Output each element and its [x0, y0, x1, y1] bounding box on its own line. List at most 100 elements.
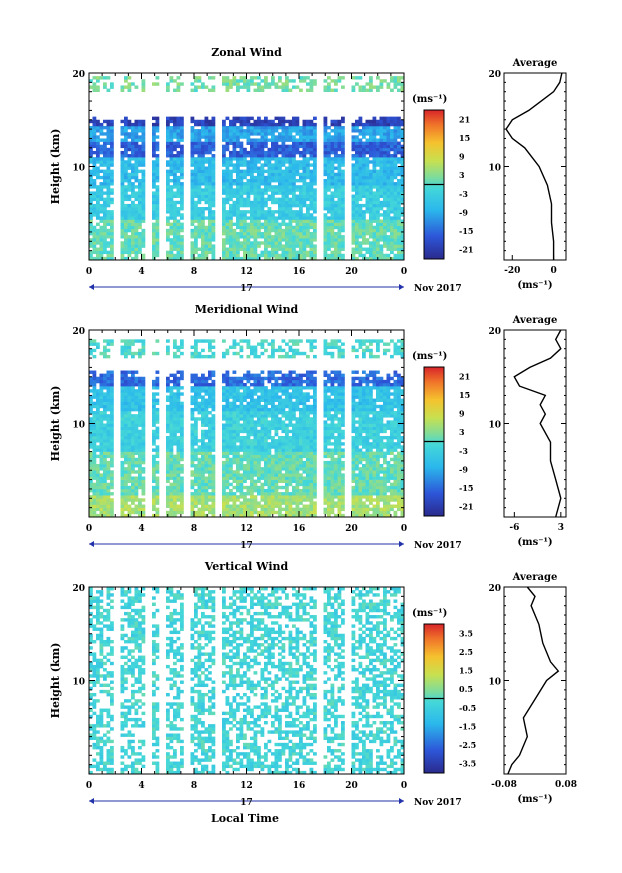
heatmap-cell	[225, 429, 230, 434]
heatmap-cell	[89, 464, 93, 468]
heatmap-cell	[166, 501, 170, 505]
heatmap-cell	[225, 253, 230, 258]
heatmap-cell	[194, 228, 198, 233]
heatmap-cell	[173, 210, 177, 214]
heatmap-cell	[120, 228, 125, 233]
heatmap-cell	[372, 178, 377, 183]
heatmap-cell	[302, 253, 307, 258]
heatmap-cell	[257, 225, 261, 230]
heatmap-cell	[292, 129, 296, 133]
heatmap-cell	[194, 473, 198, 477]
heatmap-cell	[208, 373, 212, 378]
heatmap-cell	[197, 445, 202, 449]
heatmap-cell	[208, 247, 212, 251]
heatmap-cell	[201, 451, 205, 455]
heatmap-cell	[201, 454, 205, 459]
heatmap-cell	[309, 200, 314, 205]
heatmap-cell	[194, 451, 198, 455]
heatmap-cell	[267, 188, 272, 192]
heatmap-cell	[197, 498, 202, 502]
heatmap-cell	[358, 213, 363, 217]
heatmap-cell	[176, 222, 181, 227]
heatmap-cell	[299, 238, 303, 242]
heatmap-cell	[190, 398, 195, 402]
heatmap-cell	[306, 88, 310, 92]
heatmap-cell	[120, 191, 125, 195]
heatmap-cell	[96, 150, 100, 155]
heatmap-cell	[397, 244, 401, 248]
heatmap-cell	[92, 420, 97, 424]
heatmap-cell	[225, 116, 230, 121]
heatmap-cell	[110, 147, 114, 152]
heatmap-cell	[264, 191, 268, 195]
heatmap-cell	[169, 194, 174, 198]
heatmap-cell	[225, 175, 230, 180]
heatmap-cell	[201, 213, 205, 217]
heatmap-cell	[211, 166, 216, 170]
heatmap-cell	[166, 464, 170, 468]
heatmap-cell	[229, 376, 233, 381]
heatmap-cell	[99, 476, 104, 480]
heatmap-cell	[386, 210, 391, 214]
heatmap-cell	[355, 210, 359, 214]
heatmap-cell	[253, 191, 258, 195]
heatmap-cell	[260, 88, 265, 92]
heatmap-cell	[246, 132, 251, 136]
heatmap-cell	[131, 398, 135, 402]
heatmap-cell	[89, 417, 93, 421]
heatmap-cell	[169, 460, 174, 465]
heatmap-cell	[225, 454, 230, 459]
heatmap-cell	[288, 250, 293, 255]
heatmap-cell	[334, 166, 338, 170]
heatmap-cell	[208, 376, 212, 381]
heatmap-cell	[274, 82, 279, 86]
heatmap-cell	[229, 216, 233, 220]
heatmap-cell	[176, 213, 181, 217]
heatmap-cell	[103, 442, 107, 446]
heatmap-cell	[211, 222, 216, 227]
heatmap-cell	[138, 200, 142, 205]
heatmap-cell	[127, 401, 132, 406]
heatmap-cell	[166, 470, 170, 474]
heatmap-cell	[397, 222, 401, 227]
heatmap-cell	[306, 150, 310, 155]
heatmap-cell	[330, 203, 335, 208]
heatmap-cell	[288, 79, 293, 83]
heatmap-cell	[229, 219, 233, 223]
heatmap-cell	[246, 247, 251, 251]
heatmap-cell	[208, 348, 212, 353]
heatmap-cell	[134, 138, 139, 142]
heatmap-cell	[222, 351, 226, 356]
heatmap-cell	[194, 238, 198, 242]
heatmap-cell	[106, 231, 111, 236]
heatmap-cell	[337, 163, 342, 167]
heatmap-cell	[197, 386, 202, 390]
heatmap-cell	[278, 163, 282, 167]
heatmap-cell	[134, 457, 139, 462]
heatmap-cell	[267, 238, 272, 242]
heatmap-cell	[386, 166, 391, 170]
heatmap-cell	[134, 163, 139, 167]
heatmap-cell	[341, 241, 345, 245]
heatmap-cell	[397, 182, 401, 186]
heatmap-cell	[106, 250, 111, 255]
heatmap-cell	[299, 135, 303, 139]
heatmap-cell	[120, 448, 125, 452]
heatmap-cell	[190, 182, 195, 186]
heatmap-cell	[260, 141, 265, 145]
heatmap-cell	[201, 122, 205, 127]
heatmap-cell	[376, 185, 380, 189]
heatmap-cell	[99, 138, 104, 142]
heatmap-cell	[141, 457, 146, 462]
heatmap-cell	[173, 470, 177, 474]
heatmap-cell	[204, 442, 209, 446]
heatmap-cell	[166, 423, 170, 427]
heatmap-cell	[236, 163, 240, 167]
heatmap-cell	[92, 495, 97, 499]
heatmap-cell	[120, 172, 125, 177]
heatmap-cell	[232, 479, 237, 484]
heatmap-cell	[236, 125, 240, 130]
heatmap-cell	[288, 253, 293, 258]
heatmap-cell	[197, 492, 202, 496]
heatmap-cell	[176, 88, 181, 92]
